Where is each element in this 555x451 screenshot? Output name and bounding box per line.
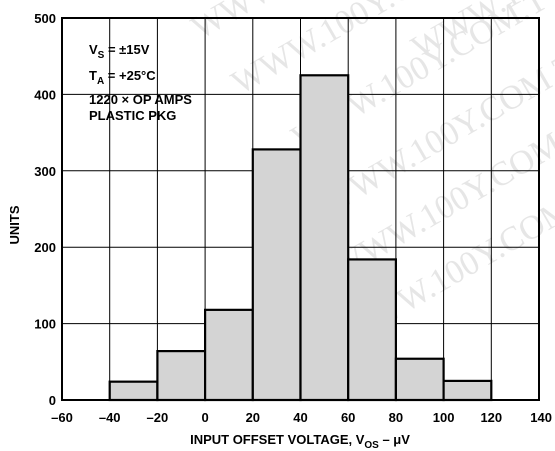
x-tick-label: 100: [433, 410, 455, 425]
y-axis-title: UNITS: [7, 205, 22, 244]
histogram-bar: [251, 148, 302, 402]
annotation-ta-sub: A: [97, 76, 104, 87]
annotation-ta-main: T: [89, 68, 97, 83]
x-tick-labels: –60 –40 –20 0 20 40 60 80 100 120 140: [51, 410, 552, 425]
annotation-box: VS = ±15V TA = +25°C 1220 × OP AMPS PLAS…: [89, 42, 192, 123]
histogram-bars: [108, 74, 493, 402]
x-tick-label: 60: [341, 410, 355, 425]
x-tick-label: 0: [201, 410, 208, 425]
x-tick-label: 140: [530, 410, 552, 425]
y-tick-label: 0: [49, 393, 56, 408]
annotation-vs-rest: = ±15V: [104, 42, 149, 57]
annotation-line3: 1220 × OP AMPS: [89, 92, 192, 107]
x-tick-label: 120: [480, 410, 502, 425]
plot-frame: [61, 17, 540, 401]
y-tick-labels: 0 100 200 300 400 500: [34, 11, 56, 408]
x-tick-label: –40: [99, 410, 121, 425]
annotation-vs-main: V: [89, 42, 98, 57]
x-axis-title-sub: OS: [364, 440, 379, 451]
annotation-ta-rest: = +25°C: [104, 68, 156, 83]
annotation-vs-sub: S: [98, 50, 105, 61]
x-tick-label: 40: [293, 410, 307, 425]
y-tick-label: 300: [34, 164, 56, 179]
histogram-bar: [442, 379, 493, 402]
histogram-bar: [394, 357, 445, 402]
x-tick-label: –20: [147, 410, 169, 425]
histogram-bar: [156, 350, 207, 402]
histogram-bar: [299, 74, 350, 402]
x-tick-label: 80: [389, 410, 403, 425]
annotation-line4: PLASTIC PKG: [89, 108, 176, 123]
histogram-bar: [204, 308, 254, 402]
y-tick-label: 200: [34, 240, 56, 255]
annotation-vs: VS = ±15V: [89, 42, 150, 61]
x-axis-title-unit: – μV: [379, 432, 410, 447]
histogram-bar: [108, 380, 159, 402]
y-tick-label: 500: [34, 11, 56, 26]
x-axis-title-main: INPUT OFFSET VOLTAGE, V: [190, 432, 365, 447]
histogram-bar: [347, 258, 398, 402]
annotation-ta: TA = +25°C: [89, 68, 156, 87]
y-tick-label: 400: [34, 87, 56, 102]
x-axis-title: INPUT OFFSET VOLTAGE, VOS – μV: [190, 432, 410, 451]
y-tick-label: 100: [34, 317, 56, 332]
x-tick-label: –60: [51, 410, 73, 425]
x-tick-label: 20: [246, 410, 260, 425]
